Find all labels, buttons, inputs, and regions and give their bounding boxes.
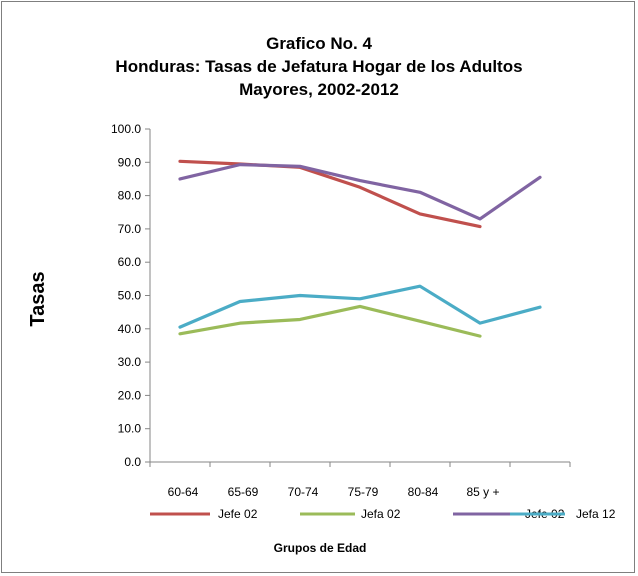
series-line-3 xyxy=(178,163,542,221)
x-tick-label: 85 y + xyxy=(466,485,499,499)
chart-title: Grafico No. 4 Honduras: Tasas de Jefatur… xyxy=(0,32,638,101)
series-line-4 xyxy=(178,284,542,329)
x-tick-label: 65-69 xyxy=(228,485,259,499)
series-layer xyxy=(178,159,542,338)
y-tick-label: 90.0 xyxy=(118,155,142,169)
y-tick-label: 50.0 xyxy=(118,289,142,303)
y-axis-label: Tasas xyxy=(27,271,49,326)
x-tick-label: 80-84 xyxy=(408,485,439,499)
chart-axes: 0.0 10.0 20.0 30.0 40.0 50.0 60.0 70.0 80.0 90.0 1… xyxy=(111,122,571,499)
y-tick-label: 100.0 xyxy=(111,122,141,136)
x-tick-label: 70-74 xyxy=(288,485,319,499)
x-axis-label: Grupos de Edad xyxy=(274,541,367,555)
chart-title-line-2: Honduras: Tasas de Jefatura Hogar de los… xyxy=(115,57,523,76)
legend-label-2: Jefa 02 xyxy=(361,507,401,521)
x-tick-label: 75-79 xyxy=(348,485,379,499)
series-line-1 xyxy=(178,159,482,229)
y-tick-label: 20.0 xyxy=(118,388,142,402)
chart-title-line-3: Mayores, 2002-2012 xyxy=(239,80,399,99)
y-tick-label: 30.0 xyxy=(118,355,142,369)
y-tick-label: 40.0 xyxy=(118,322,142,336)
x-tick-label: 60-64 xyxy=(168,485,199,499)
y-tick-label: 70.0 xyxy=(118,222,142,236)
y-tick-label: 80.0 xyxy=(118,189,142,203)
y-tick-label: 10.0 xyxy=(118,422,142,436)
legend-label-4: Jefa 12 xyxy=(576,507,616,521)
chart-legend: Jefe 02 Jefa 02 Jefe 02 Jefa 12 xyxy=(150,507,616,521)
legend-label-1: Jefe 02 xyxy=(218,507,258,521)
series-line-2 xyxy=(178,304,482,338)
chart-title-line-1: Grafico No. 4 xyxy=(266,34,372,53)
y-tick-label: 60.0 xyxy=(118,255,142,269)
y-tick-label: 0.0 xyxy=(124,455,141,469)
